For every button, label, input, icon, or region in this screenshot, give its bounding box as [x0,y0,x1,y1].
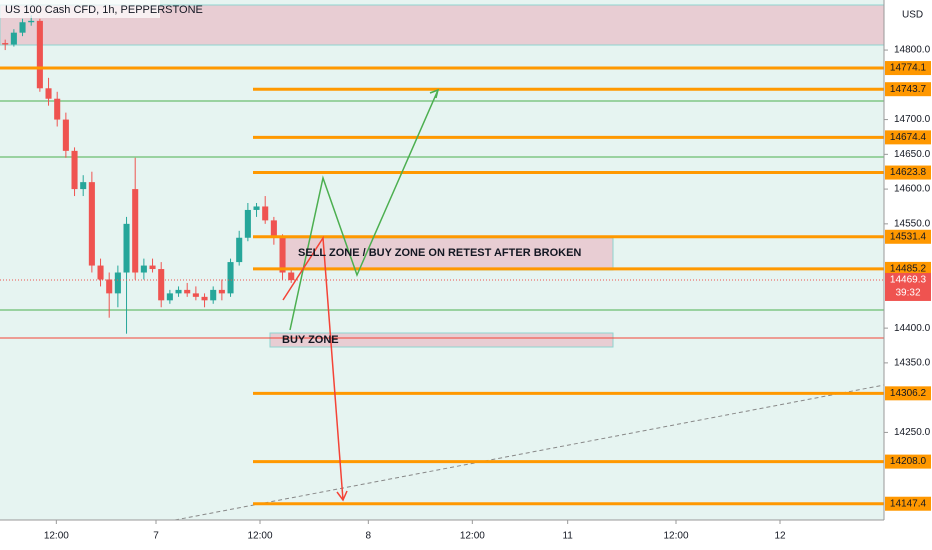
candle-body [158,269,165,301]
candle-body [270,220,277,238]
x-tick-label: 12:00 [460,531,485,542]
candle-body [114,272,121,294]
candle-body [36,20,43,89]
candle-body [227,262,234,294]
y-tick-label: 14800.0 [894,45,931,56]
x-tick-label: 11 [562,531,573,542]
candle-body [28,20,35,23]
candle-body [218,289,225,294]
price-level-label: 14208.0 [890,456,927,467]
candle-body [71,150,78,190]
y-tick-label: 14700.0 [894,114,931,125]
y-tick-label: 14250.0 [894,427,931,438]
y-tick-label: 14400.0 [894,323,931,334]
price-level-label: 14743.7 [890,84,927,95]
candle-body [279,237,286,273]
countdown-label: 39:32 [895,288,920,299]
candle-body [288,272,295,281]
candle-body [166,293,173,301]
candle-body [97,265,104,280]
price-level-tag [885,229,931,244]
trend-line [174,384,885,521]
price-level-tag [885,61,931,76]
price-level-label: 14306.2 [890,388,927,399]
candle-body [2,43,9,45]
green-arrowhead [429,88,440,99]
candle-body [244,209,251,238]
candle-body [253,206,260,210]
candle-body [123,223,130,273]
buy-zone [269,332,614,348]
candle-body [106,279,113,294]
red-path [282,235,344,501]
candle-body [175,289,182,294]
last-price-label: 14469.3 [890,275,927,286]
candle-body [88,182,95,266]
candle-body [236,237,243,263]
x-tick-label: 12 [774,531,786,542]
price-level-label: 14485.2 [890,264,927,275]
candle-body [132,189,139,273]
price-level-tag [885,454,931,469]
x-tick-label: 12:00 [663,531,688,542]
price-level-tag [885,496,931,511]
x-tick-label: 7 [153,531,159,542]
candle-body [262,206,269,221]
y-tick-label: 14350.0 [894,358,931,369]
price-level-label: 14674.4 [890,132,927,143]
candle-body [149,265,156,270]
x-tick-label: 8 [366,531,372,542]
y-tick-label: 14600.0 [894,184,931,195]
candle-body [54,98,61,120]
price-level-label: 14147.4 [890,498,927,509]
price-level-tag [885,261,931,276]
candle-body [45,88,52,99]
price-level-label: 14623.8 [890,167,927,178]
y-tick-label: 14650.0 [894,149,931,160]
price-level-label: 14531.4 [890,231,927,242]
candle-body [192,293,199,297]
price-level-tag [885,82,931,97]
title-bg [0,0,160,18]
green-path [289,89,439,331]
time-axis [0,520,884,550]
candle-body [140,265,147,273]
price-level-tag [885,165,931,180]
candle-body [19,22,26,33]
currency-label: USD [902,10,923,21]
sell-zone-label: SELL ZONE / BUY ZONE ON RETEST AFTER BRO… [298,247,581,259]
x-tick-label: 12:00 [247,531,272,542]
last-price-tag [885,272,931,301]
buy-zone-label: BUY ZONE [282,334,339,346]
price-level-tag [885,130,931,145]
x-tick-label: 12:00 [44,531,69,542]
chart-title: US 100 Cash CFD, 1h, PEPPERSTONE [5,4,203,16]
candle-body [80,182,87,190]
price-level-label: 14774.1 [890,63,927,74]
candle-body [184,289,191,294]
y-tick-label: 14550.0 [894,218,931,229]
candle-body [210,289,217,301]
candle-body [201,296,208,301]
candle-body [10,32,17,45]
red-arrowhead [336,490,348,502]
price-level-tag [885,386,931,401]
candle-body [62,119,69,151]
